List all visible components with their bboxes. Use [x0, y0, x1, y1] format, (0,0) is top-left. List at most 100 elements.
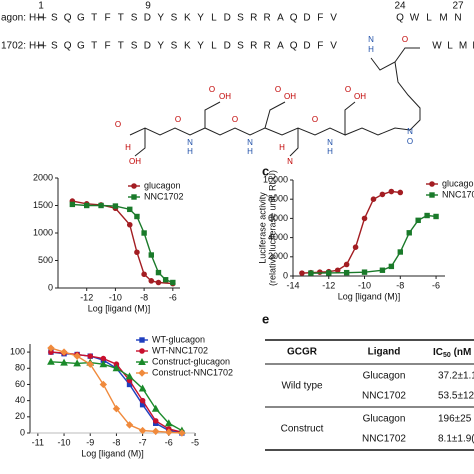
atom-label: OH	[354, 92, 366, 101]
residue: Q	[290, 41, 298, 52]
legend-label: Construct-glucagon	[152, 356, 230, 366]
y-axis-title: (relative luciferase unit, RLU)	[267, 170, 277, 286]
marker	[326, 270, 332, 276]
residue: M	[439, 13, 447, 24]
residue: S	[171, 13, 178, 24]
residue: K	[184, 41, 191, 52]
residue: R	[263, 41, 270, 52]
residue: T	[118, 13, 124, 24]
atom-label: N	[287, 157, 293, 166]
marker	[433, 213, 439, 220]
residue: G	[77, 13, 85, 24]
residue: N	[454, 13, 461, 24]
marker	[131, 183, 137, 189]
marker	[98, 202, 104, 209]
atom-label: OH	[129, 157, 141, 166]
y-tick-label: 0	[48, 282, 53, 292]
table-cell: Glucagon	[363, 414, 406, 425]
residue: Q	[396, 13, 404, 24]
marker	[84, 202, 90, 209]
residue: V	[330, 41, 337, 52]
x-tick-label: -6	[432, 280, 440, 290]
atom-label: N	[368, 35, 374, 44]
x-axis-title: Log [ligand (M)]	[88, 303, 151, 313]
marker	[178, 429, 186, 437]
marker	[317, 269, 323, 275]
y-tick-label: 10000	[263, 174, 288, 184]
residue: D	[224, 41, 231, 52]
residue: D	[303, 13, 310, 24]
atom-label: O	[275, 85, 281, 94]
marker	[126, 221, 133, 228]
y-tick-label: 40	[15, 395, 25, 405]
marker	[131, 194, 137, 200]
atom-label: N	[247, 138, 253, 147]
series-line	[310, 214, 437, 274]
x-tick-label: -6	[169, 292, 177, 302]
atom-label: N	[407, 127, 413, 136]
marker	[148, 252, 154, 258]
marker	[406, 230, 412, 236]
residue: A	[277, 13, 284, 24]
y-tick-label: 2000	[33, 172, 53, 182]
marker	[112, 364, 121, 372]
marker	[73, 352, 81, 360]
marker	[162, 277, 169, 283]
atom-label: OH	[284, 92, 296, 101]
marker	[334, 267, 341, 274]
residue: S	[171, 41, 178, 52]
atom-label: O	[345, 85, 351, 94]
table-header-part: IC	[433, 347, 443, 358]
marker	[155, 279, 162, 286]
legend-label: NNC1702	[144, 191, 184, 201]
marker	[99, 360, 108, 368]
residue: R	[263, 13, 270, 24]
n-terminus: H—	[29, 13, 46, 24]
residue: N	[472, 41, 474, 52]
atom-label: H	[187, 147, 193, 156]
table-header-part: 50	[443, 352, 451, 359]
table-cell: 53.5±12.	[438, 391, 474, 402]
residue-number: 1	[38, 1, 44, 12]
y-tick-label: 100	[10, 346, 25, 356]
residue: F	[104, 13, 110, 24]
residue-number: 24	[394, 1, 406, 12]
y-tick-label: 6000	[268, 213, 288, 223]
residue: S	[237, 13, 244, 24]
x-tick-label: -12	[322, 280, 335, 290]
marker	[155, 269, 162, 276]
marker	[170, 279, 176, 286]
residue: G	[77, 41, 85, 52]
residue: Y	[197, 13, 204, 24]
structure-bonds	[129, 47, 421, 157]
marker	[164, 419, 173, 427]
table-header: Ligand	[368, 347, 401, 358]
residue: Q	[64, 13, 72, 24]
atom-label: O	[232, 115, 238, 124]
x-tick-label: -10	[109, 292, 122, 302]
marker	[151, 404, 160, 412]
y-tick-label: 2000	[268, 251, 288, 261]
marker	[47, 344, 55, 352]
y-tick-label: 500	[38, 255, 53, 265]
panel-label: c	[262, 163, 269, 178]
marker	[138, 426, 147, 435]
x-tick-label: -6	[165, 437, 173, 447]
marker	[388, 188, 395, 195]
table-cell: 196±25	[438, 414, 472, 425]
marker	[127, 206, 133, 213]
atom-label: O	[312, 115, 318, 124]
sequence: agon: H—H S Q G T F T S D Y S K Y L D S R R A Q D F V Q W L M N1702:…	[1, 1, 474, 52]
table-header-part: (nM	[451, 347, 472, 358]
marker	[361, 215, 368, 222]
residue: W	[410, 13, 420, 24]
y-tick-label: 1000	[33, 227, 53, 237]
table-cell: 37.2±1.1	[438, 371, 474, 382]
residue: F	[104, 41, 110, 52]
x-tick-label: -8	[396, 280, 404, 290]
marker	[99, 380, 108, 389]
n-terminus: H—	[29, 41, 46, 52]
residue: S	[51, 13, 58, 24]
residue: S	[51, 41, 58, 52]
